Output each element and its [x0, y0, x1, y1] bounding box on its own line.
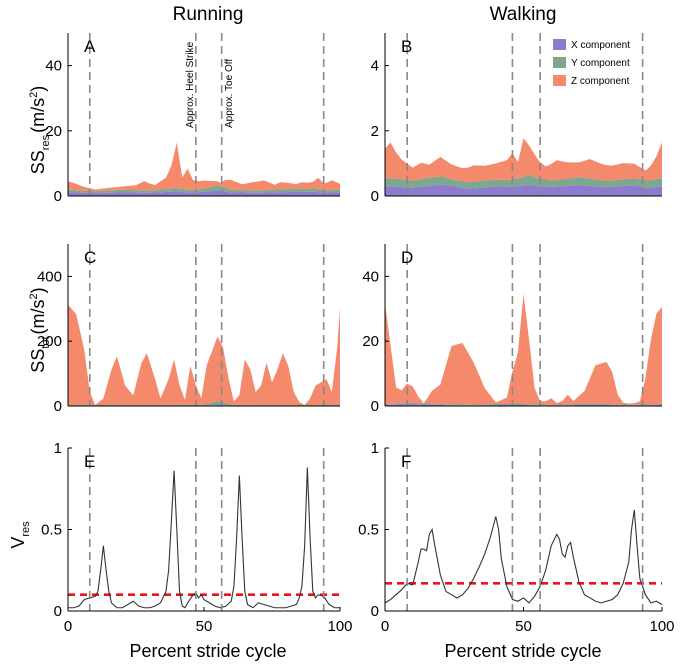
legend-label: X component [571, 40, 630, 51]
y-tick-label: 0 [371, 398, 379, 415]
area-x-component [385, 184, 662, 196]
area-z-component [385, 138, 662, 183]
y-tick-label: 20 [45, 123, 62, 140]
y-tick-label: 1 [54, 440, 62, 457]
panel-letter: F [401, 452, 411, 471]
xlabel-running: Percent stride cycle [129, 641, 286, 661]
panel-e: 0 0.5 1 0 50 100 E [41, 440, 352, 635]
panel-letter: B [401, 37, 412, 56]
y-tick-label: 400 [37, 268, 62, 285]
panel-a: 0 20 40 A [45, 33, 340, 205]
y-tick-label: 40 [45, 58, 62, 75]
annotation-heel-strike: Approx. Heel Strike [185, 41, 196, 128]
panel-letter: A [84, 37, 96, 56]
y-tick-label: 1 [371, 440, 379, 457]
column-title-running: Running [173, 4, 244, 25]
panel-letter: D [401, 248, 413, 267]
panel-letter: E [84, 452, 95, 471]
area-x-component [68, 190, 340, 196]
legend: X component Y component Z component [553, 39, 630, 87]
panel-letter: C [84, 248, 96, 267]
x-tick-label: 50 [515, 618, 532, 635]
y-tick-label: 0 [54, 188, 62, 205]
y-tick-label: 2 [371, 123, 379, 140]
panel-d: 0 20 40 D [362, 244, 662, 415]
y-tick-label: 20 [362, 333, 379, 350]
v-res-line [384, 509, 663, 605]
y-tick-label: 40 [362, 268, 379, 285]
legend-swatch [553, 75, 566, 86]
y-tick-label: 0.5 [41, 522, 62, 539]
legend-label: Z component [571, 76, 630, 87]
v-res-line [68, 467, 340, 609]
ylabel-ss-res: SSres(m/s2) [28, 86, 52, 174]
y-tick-label: 0.5 [358, 522, 379, 539]
y-tick-label: 0 [371, 188, 379, 205]
panel-f: 0 0.5 1 0 50 100 F [358, 440, 674, 635]
y-tick-label: 4 [371, 58, 379, 75]
legend-swatch [553, 39, 566, 50]
area-y-component [385, 402, 662, 406]
y-tick-label: 200 [37, 333, 62, 350]
area-y-component [68, 401, 340, 406]
y-tick-label: 0 [54, 603, 62, 620]
panel-b: 0 2 4 B [371, 33, 662, 205]
x-tick-label: 0 [64, 618, 72, 635]
x-tick-label: 0 [381, 618, 389, 635]
x-tick-label: 50 [196, 618, 213, 635]
column-title-walking: Walking [490, 4, 557, 25]
y-tick-label: 0 [54, 398, 62, 415]
area-y-component [68, 185, 340, 194]
area-z-component [68, 142, 340, 192]
legend-label: Y component [571, 58, 630, 69]
area-y-component [385, 174, 662, 189]
area-z-component [68, 304, 340, 406]
x-tick-label: 100 [649, 618, 674, 635]
ylabel-v-res: Vres [8, 521, 32, 549]
ylabel-ss-tot: SStot(m/s2) [28, 287, 52, 372]
area-z-component [385, 293, 662, 405]
xlabel-walking: Percent stride cycle [444, 641, 601, 661]
y-tick-label: 0 [371, 603, 379, 620]
legend-swatch [553, 57, 566, 68]
x-tick-label: 100 [327, 618, 352, 635]
annotation-toe-off: Approx. Toe Off [224, 59, 235, 128]
panel-c: 0 200 400 C [37, 244, 340, 415]
